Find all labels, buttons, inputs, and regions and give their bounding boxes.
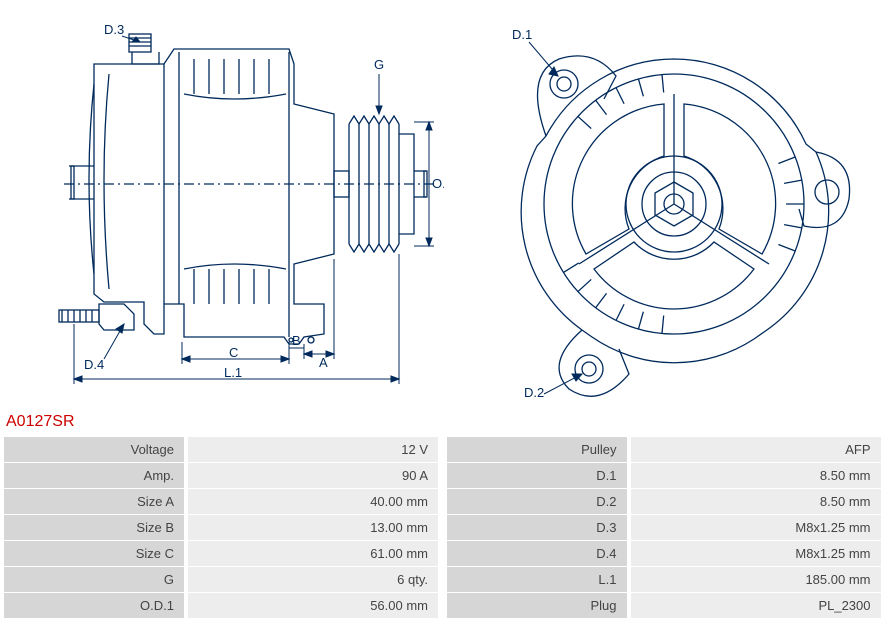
spec-row: L.1185.00 mm — [447, 567, 886, 593]
spec-value: 12 V — [188, 437, 438, 463]
spec-row: D.28.50 mm — [447, 489, 886, 515]
spec-label: Size A — [4, 489, 184, 515]
label-g: G — [374, 57, 384, 72]
spec-label: Size B — [4, 515, 184, 541]
diagram-area: D.3 G O.D.1 A B C L.1 D.4 — [4, 4, 885, 409]
spec-value: M8x1.25 mm — [631, 515, 881, 541]
spec-value: 6 qty. — [188, 567, 438, 593]
alternator-side-view: D.3 G O.D.1 A B C L.1 D.4 — [14, 4, 444, 399]
spec-row: PulleyAFP — [447, 437, 886, 463]
spec-label: Plug — [447, 593, 627, 619]
spec-value: M8x1.25 mm — [631, 541, 881, 567]
label-b: B — [292, 333, 301, 348]
spec-label: L.1 — [447, 567, 627, 593]
spec-value: 61.00 mm — [188, 541, 438, 567]
spec-value: 8.50 mm — [631, 489, 881, 515]
spec-row: D.18.50 mm — [447, 463, 886, 489]
spec-label: Amp. — [4, 463, 184, 489]
spec-value: 185.00 mm — [631, 567, 881, 593]
side-view-svg: D.3 G O.D.1 A B C L.1 D.4 — [14, 4, 444, 399]
spec-value: 8.50 mm — [631, 463, 881, 489]
label-l1: L.1 — [224, 365, 242, 380]
spec-label: G — [4, 567, 184, 593]
spec-col-right: PulleyAFPD.18.50 mmD.28.50 mmD.3M8x1.25 … — [447, 437, 886, 619]
label-d2: D.2 — [524, 385, 544, 399]
label-d4: D.4 — [84, 357, 104, 372]
spec-row: O.D.156.00 mm — [4, 593, 443, 619]
spec-row: Amp.90 A — [4, 463, 443, 489]
spec-row: Voltage12 V — [4, 437, 443, 463]
spec-row: Size B13.00 mm — [4, 515, 443, 541]
alternator-front-view: D.1 D.2 — [464, 4, 884, 399]
label-d1: D.1 — [512, 27, 532, 42]
spec-value: 13.00 mm — [188, 515, 438, 541]
part-number: A0127SR — [4, 409, 885, 437]
spec-row: Size C61.00 mm — [4, 541, 443, 567]
spec-row: G6 qty. — [4, 567, 443, 593]
spec-row: Size A40.00 mm — [4, 489, 443, 515]
label-od1: O.D.1 — [432, 176, 444, 191]
spec-value: 90 A — [188, 463, 438, 489]
front-view-svg: D.1 D.2 — [464, 4, 884, 399]
spec-row: D.4M8x1.25 mm — [447, 541, 886, 567]
spec-row: PlugPL_2300 — [447, 593, 886, 619]
spec-table: Voltage12 VAmp.90 ASize A40.00 mmSize B1… — [4, 437, 885, 619]
spec-row: D.3M8x1.25 mm — [447, 515, 886, 541]
spec-col-left: Voltage12 VAmp.90 ASize A40.00 mmSize B1… — [4, 437, 443, 619]
spec-label: D.2 — [447, 489, 627, 515]
spec-label: D.4 — [447, 541, 627, 567]
spec-value: 40.00 mm — [188, 489, 438, 515]
spec-value: AFP — [631, 437, 881, 463]
spec-label: D.1 — [447, 463, 627, 489]
spec-value: PL_2300 — [631, 593, 881, 619]
label-c: C — [229, 345, 238, 360]
label-d3: D.3 — [104, 22, 124, 37]
label-a: A — [319, 355, 328, 370]
spec-value: 56.00 mm — [188, 593, 438, 619]
spec-label: D.3 — [447, 515, 627, 541]
spec-label: Size C — [4, 541, 184, 567]
spec-label: Pulley — [447, 437, 627, 463]
spec-label: Voltage — [4, 437, 184, 463]
spec-label: O.D.1 — [4, 593, 184, 619]
